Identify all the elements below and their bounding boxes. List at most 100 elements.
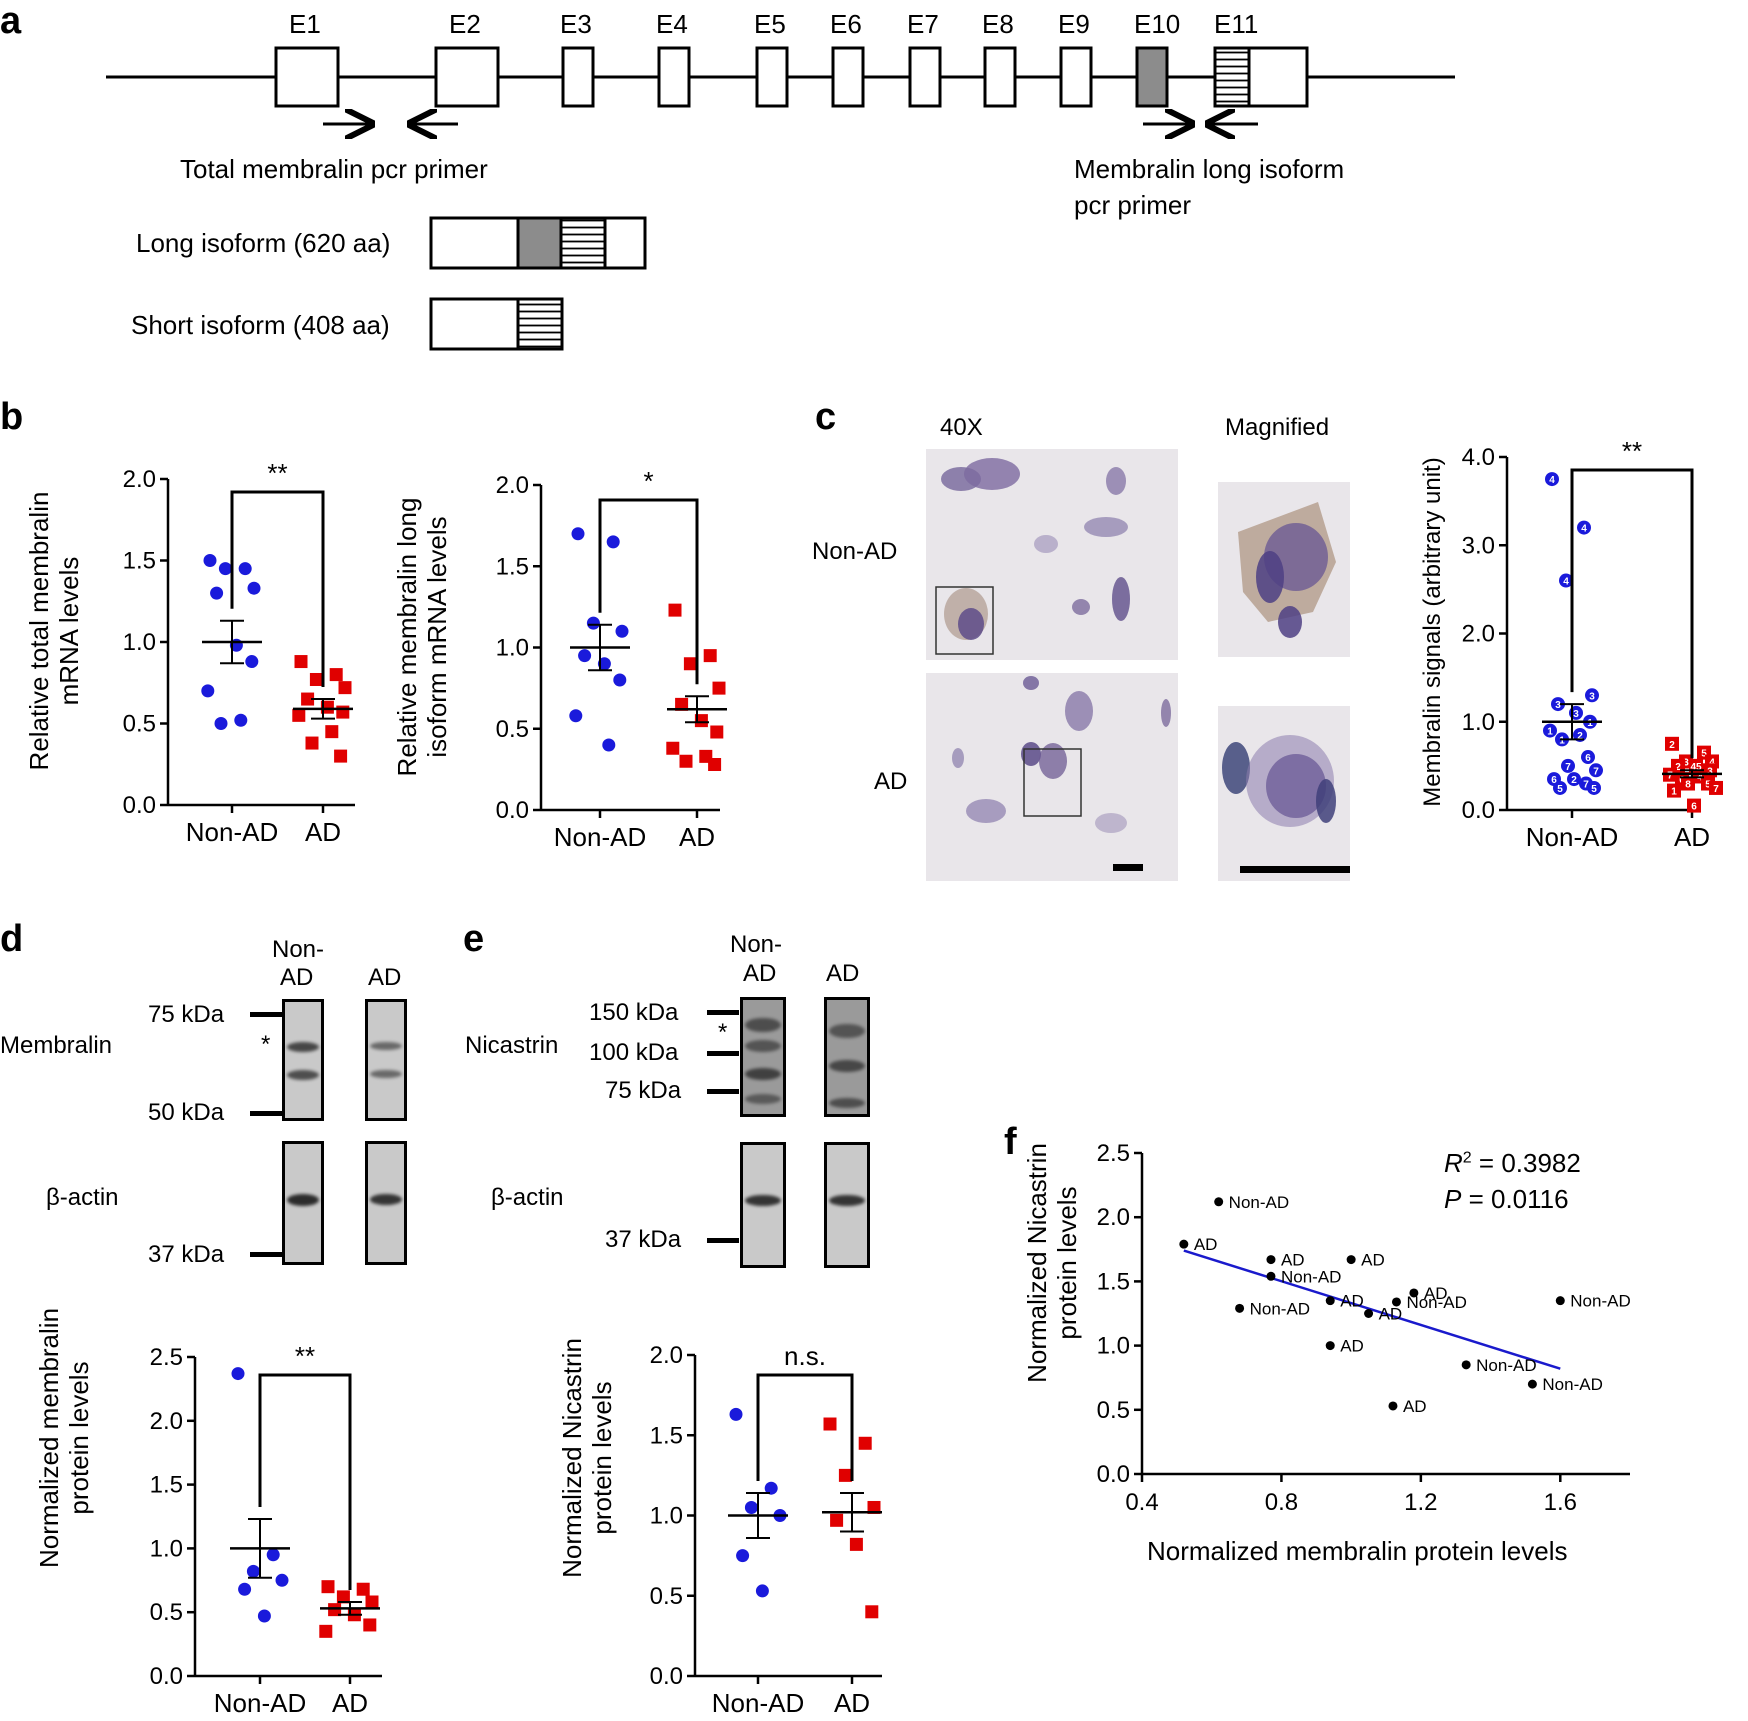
significance-label: n.s. <box>784 1341 826 1371</box>
data-point-ad <box>329 668 343 682</box>
data-point-nonad <box>615 624 629 638</box>
d-loading-label: β-actin <box>46 1184 119 1211</box>
y-tick-label: 0.5 <box>150 1599 183 1626</box>
y-tick-label: 1.0 <box>150 1535 183 1562</box>
y-tick-label: 1.0 <box>1097 1333 1130 1360</box>
data-point <box>1391 1297 1401 1307</box>
data-point <box>1409 1288 1419 1298</box>
data-point-label: 4 <box>1581 524 1587 535</box>
y-tick-label: 0.0 <box>650 1663 683 1690</box>
data-point-nonad <box>246 1564 260 1578</box>
panel-f-label: f <box>1004 1121 1017 1163</box>
data-point-nonad <box>602 738 616 752</box>
data-point-label: Non-AD <box>1281 1267 1341 1286</box>
data-point-label: Non-AD <box>1229 1193 1289 1212</box>
data-point-ad <box>675 697 689 711</box>
y-tick-label: 1.5 <box>123 548 156 575</box>
data-point-nonad <box>257 1609 271 1623</box>
data-point-label: Non-AD <box>1250 1299 1310 1318</box>
data-point-nonad <box>1559 573 1573 588</box>
data-point-ad <box>294 655 308 669</box>
exon-box <box>831 46 865 108</box>
y-tick-label: 1.0 <box>650 1503 683 1530</box>
data-point <box>1364 1309 1374 1318</box>
f-p-value: = 0.0116 <box>1468 1184 1569 1214</box>
data-point-label: 6 <box>1551 775 1557 786</box>
data-point <box>1461 1360 1471 1370</box>
y-tick-label: 0.5 <box>650 1583 683 1610</box>
significance-label: ** <box>267 458 287 488</box>
data-point-label: Non-AD <box>1406 1293 1466 1312</box>
x-tick-label: AD <box>679 822 715 852</box>
total-primer-label: Total membralin pcr primer <box>180 154 488 184</box>
e-mw-75: 75 kDa <box>605 1077 682 1104</box>
e-blot-actin-ad <box>824 1142 870 1268</box>
exon-box <box>983 46 1017 108</box>
d-mw-50: 50 kDa <box>148 1099 225 1126</box>
data-point-nonad <box>578 649 592 663</box>
long-primer-label-2: pcr primer <box>1074 190 1192 220</box>
data-point-ad <box>328 1603 342 1617</box>
y-tick-label: 2.0 <box>1097 1204 1130 1231</box>
y-tick-label: 2.0 <box>496 472 529 499</box>
x-tick-label: Non-AD <box>1526 822 1618 852</box>
y-tick-label: 1.5 <box>1097 1268 1130 1295</box>
data-point-ad <box>325 725 339 739</box>
exon-label: E4 <box>656 9 688 39</box>
data-point-label: 1 <box>1587 718 1593 729</box>
x-tick-label: Non-AD <box>712 1688 804 1718</box>
exon-label: E11 <box>1214 9 1259 39</box>
data-point-ad <box>830 1513 844 1527</box>
data-point-label: 5 <box>1591 784 1597 795</box>
exon-box <box>561 46 595 108</box>
panel-e-label: e <box>463 918 485 960</box>
gene-structure-diagram <box>106 46 1455 351</box>
data-point-ad <box>865 1605 879 1619</box>
y-tick-label: 4.0 <box>1462 444 1495 471</box>
data-point-ad <box>305 736 319 750</box>
data-point-label: 3 <box>1683 757 1689 768</box>
data-point-label: AD <box>1361 1251 1385 1270</box>
data-point-label: Non-AD <box>1542 1375 1602 1394</box>
data-point-nonad <box>571 527 585 541</box>
exon-label: E2 <box>449 9 481 39</box>
data-point-nonad <box>606 535 620 549</box>
exon-box-grey <box>1135 46 1169 108</box>
data-point-ad <box>694 714 708 728</box>
y-tick-label: 0.5 <box>123 711 156 738</box>
data-point-ad <box>1681 776 1695 791</box>
significance-bracket <box>598 498 699 685</box>
data-point-label: AD <box>1424 1284 1448 1303</box>
exon-box <box>434 46 500 108</box>
data-point-nonad <box>736 1549 750 1563</box>
c-col-40x: 40X <box>940 414 983 441</box>
data-point-label: 7 <box>1713 784 1719 795</box>
data-point-ad <box>301 692 315 706</box>
data-point-nonad <box>1545 472 1559 487</box>
data-point-nonad <box>1585 688 1599 703</box>
data-point-ad <box>703 649 717 663</box>
e-lane-nonad-line1: Non- <box>730 931 783 958</box>
y-tick-label: 1.5 <box>150 1472 183 1499</box>
data-point-nonad <box>586 616 600 630</box>
data-point-nonad <box>210 586 224 600</box>
data-point-label: 3 <box>1589 691 1595 702</box>
y-tick-label: 2.5 <box>150 1344 183 1371</box>
d-lane-nonad-line1: Non- <box>272 936 325 963</box>
data-point-label: AD <box>1340 1337 1364 1356</box>
data-point <box>1325 1341 1335 1351</box>
data-point-ad <box>1687 798 1701 813</box>
exon-label: E8 <box>982 9 1014 39</box>
long-isoform-diagram <box>429 216 647 270</box>
data-point-label: 4 <box>1709 757 1715 768</box>
data-point-label: 6 <box>1691 802 1697 813</box>
data-point-nonad <box>275 1573 289 1587</box>
exon-box <box>1247 46 1309 108</box>
data-point-label: 7 <box>1565 762 1571 773</box>
d-blot-actin-nonad <box>282 1141 324 1265</box>
data-point-nonad <box>1561 758 1575 773</box>
data-point-nonad <box>1587 780 1601 795</box>
data-point <box>1235 1303 1245 1313</box>
e-blot-nicastrin-nonad <box>740 997 786 1117</box>
